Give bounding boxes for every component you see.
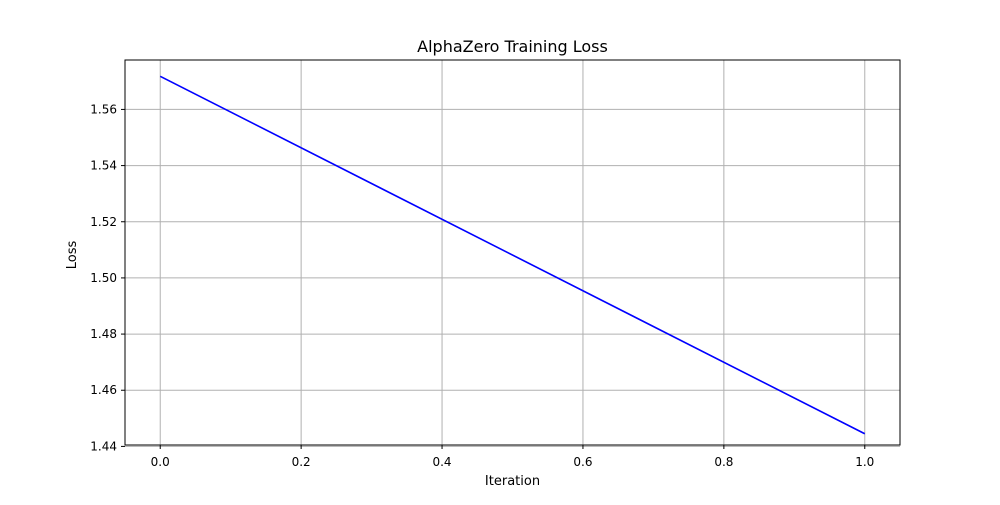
plot-frame xyxy=(124,59,901,446)
y-tick-label: 1.54 xyxy=(90,159,117,173)
y-axis-label: Loss xyxy=(65,241,80,270)
x-tick-label: 0.0 xyxy=(151,455,170,469)
chart-title: AlphaZero Training Loss xyxy=(417,37,608,56)
y-tick-label: 1.56 xyxy=(90,102,117,116)
grid xyxy=(125,60,900,447)
y-tick-label: 1.52 xyxy=(90,215,117,229)
x-tick-label: 0.8 xyxy=(714,455,733,469)
series-layer xyxy=(159,75,866,435)
y-tick-label: 1.48 xyxy=(90,327,117,341)
x-tick-label: 0.2 xyxy=(292,455,311,469)
y-tick-label: 1.44 xyxy=(90,439,117,453)
loss-line xyxy=(159,75,866,435)
x-tick-label: 0.4 xyxy=(432,455,451,469)
ticks: 0.0 0.2 0.4 0.6 0.8 1.0 1.44 1.46 1.48 1.50 1.52 1.… xyxy=(90,102,874,469)
x-tick-label: 0.6 xyxy=(573,455,592,469)
x-tick-label: 1.0 xyxy=(855,455,874,469)
y-tick-label: 1.50 xyxy=(90,271,117,285)
x-axis-label: Iteration xyxy=(485,474,540,489)
y-tick-label: 1.46 xyxy=(90,383,117,397)
